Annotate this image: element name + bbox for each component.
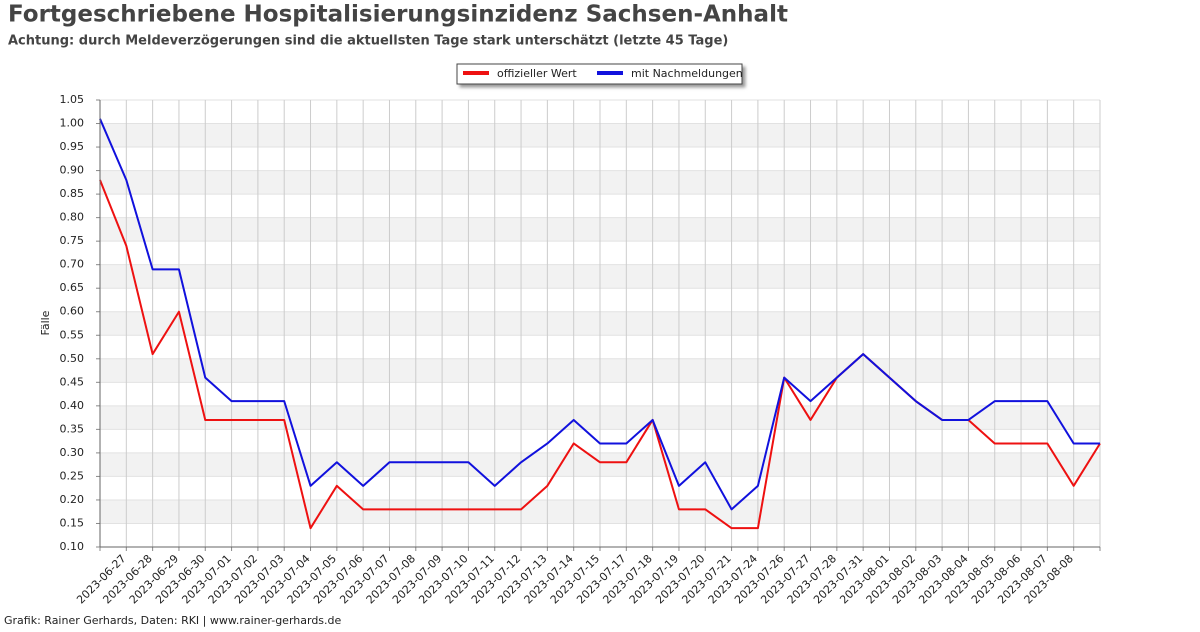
y-tick-label: 0.15 [60,516,85,529]
legend-label: offizieller Wert [497,67,577,80]
y-tick-label: 0.90 [60,164,85,177]
y-axis-label: Fälle [39,310,52,335]
y-tick-label: 0.80 [60,211,85,224]
y-tick-label: 0.40 [60,399,85,412]
footer: Grafik: Rainer Gerhards, Daten: RKI | ww… [4,614,342,627]
grid [99,99,1101,548]
lines [99,118,1101,530]
y-tick-label: 0.75 [60,234,85,247]
y-tick-label: 1.00 [60,117,85,130]
y-tick-label: 1.05 [60,93,85,106]
y-tick-label: 0.85 [60,187,85,200]
y-tick-label: 0.20 [60,493,85,506]
y-tick-label: 0.60 [60,305,85,318]
legend-label: mit Nachmeldungen [631,67,743,80]
legend: offizieller Wert mit Nachmeldungen [456,63,743,85]
chart-subtitle: Achtung: durch Meldeverzögerungen sind d… [8,34,728,49]
y-tick-label: 0.65 [60,281,85,294]
y-tick-label: 0.55 [60,328,85,341]
y-tick-label: 0.50 [60,352,85,365]
y-tick-label: 0.10 [60,540,85,553]
chart-title: Fortgeschriebene Hospitalisierungsinzide… [8,2,788,28]
series-line [99,118,1100,511]
y-tick-label: 0.45 [60,375,85,388]
y-tick-label: 0.70 [60,258,85,271]
axes: 0.10 0.15 0.20 0.25 0.30 0.35 0.40 0.45 0.50 0.55… [60,93,1101,606]
y-tick-label: 0.35 [60,422,85,435]
y-tick-label: 0.95 [60,140,85,153]
y-tick-label: 0.30 [60,446,85,459]
y-tick-label: 0.25 [60,469,85,482]
